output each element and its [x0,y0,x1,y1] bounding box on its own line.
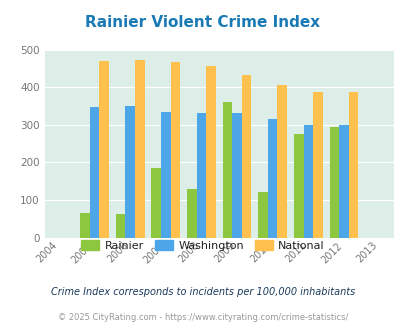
Bar [267,119,277,238]
Bar [80,213,90,238]
Bar [329,127,338,238]
Bar [258,192,267,238]
Bar [170,61,180,238]
Bar [348,92,358,238]
Bar [241,75,251,238]
Bar [134,60,144,238]
Bar [115,214,125,238]
Legend: Rainier, Washington, National: Rainier, Washington, National [77,236,328,255]
Bar [277,85,286,238]
Bar [196,113,206,238]
Bar [312,92,322,238]
Bar [90,108,99,238]
Bar [338,125,348,238]
Text: Crime Index corresponds to incidents per 100,000 inhabitants: Crime Index corresponds to incidents per… [51,287,354,297]
Bar [303,125,312,238]
Bar [151,168,161,238]
Bar [232,114,241,238]
Text: © 2025 CityRating.com - https://www.cityrating.com/crime-statistics/: © 2025 CityRating.com - https://www.city… [58,313,347,322]
Bar [206,66,215,238]
Bar [99,61,109,238]
Text: Rainier Violent Crime Index: Rainier Violent Crime Index [85,15,320,30]
Bar [293,134,303,238]
Bar [125,106,134,238]
Bar [161,112,170,238]
Bar [222,102,232,238]
Bar [187,189,196,238]
